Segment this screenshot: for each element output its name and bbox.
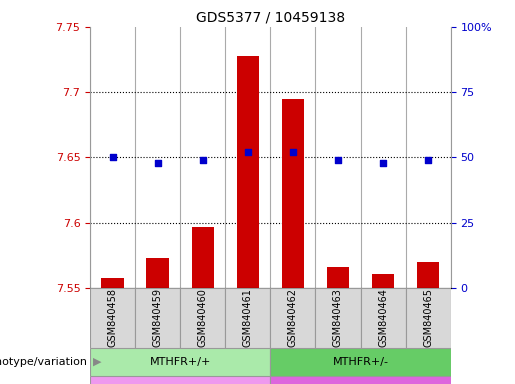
Bar bbox=[226, 288, 270, 348]
Point bbox=[289, 149, 297, 155]
Bar bbox=[180, 288, 226, 348]
Bar bbox=[135, 288, 180, 348]
Title: GDS5377 / 10459138: GDS5377 / 10459138 bbox=[196, 10, 345, 24]
Text: GSM840465: GSM840465 bbox=[423, 288, 433, 347]
Bar bbox=[270, 348, 451, 376]
Bar bbox=[90, 288, 135, 348]
Bar bbox=[90, 348, 270, 376]
Bar bbox=[327, 267, 349, 288]
Text: GSM840460: GSM840460 bbox=[198, 288, 208, 347]
Bar bbox=[236, 56, 259, 288]
Text: GSM840461: GSM840461 bbox=[243, 288, 253, 347]
Text: GSM840462: GSM840462 bbox=[288, 288, 298, 347]
Text: GSM840458: GSM840458 bbox=[108, 288, 117, 347]
Point bbox=[424, 157, 432, 163]
Bar bbox=[90, 376, 270, 384]
Bar bbox=[282, 99, 304, 288]
Text: MTHFR+/+: MTHFR+/+ bbox=[149, 357, 211, 367]
Point bbox=[109, 154, 117, 161]
Point bbox=[334, 157, 342, 163]
Text: genotype/variation: genotype/variation bbox=[0, 357, 88, 367]
Bar bbox=[270, 376, 451, 384]
Text: GSM840459: GSM840459 bbox=[153, 288, 163, 347]
Bar bbox=[406, 288, 451, 348]
Point bbox=[153, 160, 162, 166]
Bar bbox=[372, 274, 394, 288]
Text: GSM840464: GSM840464 bbox=[378, 288, 388, 347]
Text: GSM840463: GSM840463 bbox=[333, 288, 343, 347]
Bar bbox=[315, 288, 360, 348]
Point bbox=[199, 157, 207, 163]
Bar bbox=[417, 262, 439, 288]
Bar bbox=[146, 258, 169, 288]
Point bbox=[244, 149, 252, 155]
Bar bbox=[101, 278, 124, 288]
Bar bbox=[360, 288, 406, 348]
Text: MTHFR+/-: MTHFR+/- bbox=[333, 357, 388, 367]
Point bbox=[379, 160, 387, 166]
Bar bbox=[192, 227, 214, 288]
Text: ▶: ▶ bbox=[93, 357, 101, 367]
Bar bbox=[270, 288, 315, 348]
